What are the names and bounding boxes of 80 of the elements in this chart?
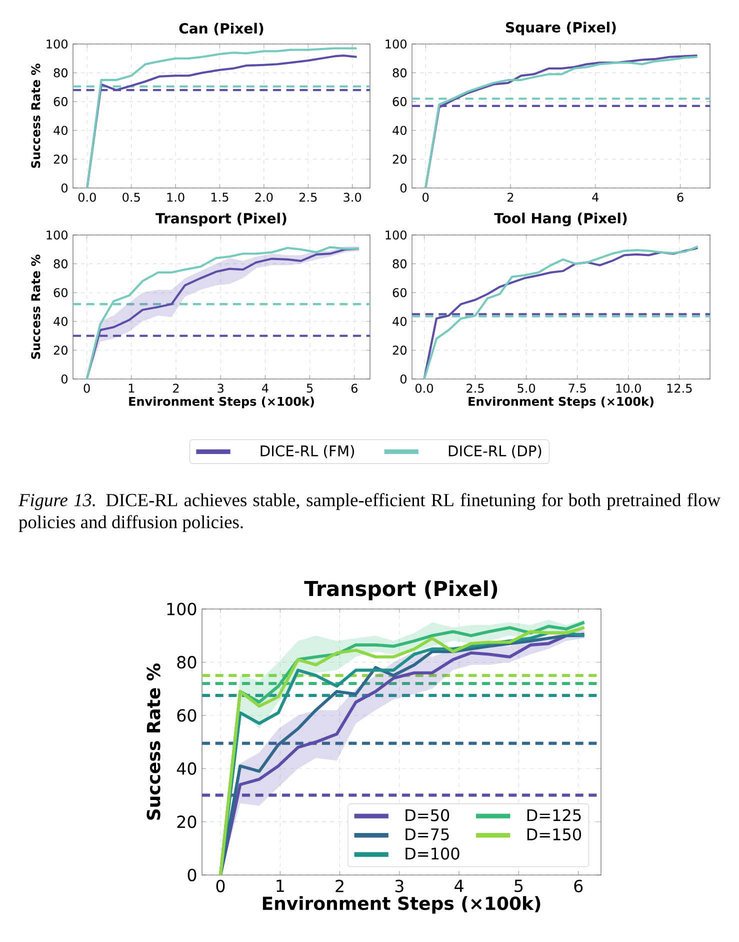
- x-tick-label: 1.5: [212, 192, 228, 202]
- x-tick-label: 2.5: [299, 192, 317, 202]
- y-tick-label: 0: [61, 183, 68, 193]
- y-tick-label: 60: [54, 288, 68, 298]
- y-tick-label: 80: [54, 259, 68, 268]
- x-tick-label: 0: [84, 384, 90, 393]
- y-tick-label: 60: [54, 97, 68, 106]
- chart-title: Square (Pixel): [506, 22, 616, 36]
- x-tick-label: 0: [216, 880, 225, 892]
- x-tick-label: 7.5: [568, 384, 586, 393]
- x-tick-label: 6: [574, 880, 583, 892]
- x-tick-label: 2: [508, 192, 514, 202]
- x-tick-label: 3: [395, 880, 404, 892]
- x-tick-label: 4: [454, 880, 464, 892]
- y-tick-label: 80: [177, 656, 196, 669]
- y-tick-label: 40: [54, 126, 68, 135]
- chart-title: Can (Pixel): [179, 22, 264, 36]
- y-tick-label: 20: [392, 346, 406, 355]
- x-tick-label: 3: [218, 384, 224, 393]
- x-tick-label: 0.0: [416, 384, 433, 393]
- y-tick-label: 40: [392, 126, 406, 135]
- chart-title: Tool Hang (Pixel): [494, 212, 627, 226]
- x-tick-label: 4: [262, 384, 268, 392]
- x-tick-label: 6: [351, 384, 358, 393]
- x-tick-label: 5: [514, 880, 523, 892]
- legend-label: D=50: [406, 809, 450, 822]
- y-tick-label: 80: [392, 68, 406, 78]
- legend-label: DICE-RL (DP): [448, 445, 542, 458]
- y-axis-title: Success Rate %: [146, 664, 160, 820]
- x-tick-label: 3.0: [344, 192, 362, 202]
- y-tick-label: 20: [177, 815, 196, 828]
- y-tick-label: 0: [188, 868, 196, 882]
- x-tick-label: 6: [677, 192, 684, 202]
- y-tick-label: 20: [392, 154, 406, 164]
- y-tick-label: 40: [176, 762, 196, 775]
- legend-label: DICE-RL (FM): [260, 445, 354, 458]
- x-tick-label: 12.5: [667, 384, 692, 393]
- y-tick-label: 100: [167, 602, 196, 616]
- y-tick-label: 0: [400, 183, 406, 193]
- x-tick-label: 0: [422, 192, 429, 202]
- y-tick-label: 100: [386, 230, 406, 240]
- x-tick-label: 5.0: [518, 384, 536, 393]
- x-tick-label: 2: [336, 880, 344, 892]
- x-tick-label: 1: [128, 384, 134, 392]
- x-axis-title: Environment Steps (×100k): [262, 896, 540, 914]
- y-tick-label: 20: [54, 346, 68, 355]
- y-tick-label: 0: [400, 374, 406, 384]
- legend-label: D=100: [406, 848, 460, 860]
- y-tick-label: 60: [392, 97, 406, 106]
- x-tick-label: 2: [173, 384, 179, 393]
- y-tick-label: 100: [46, 230, 68, 240]
- x-tick-label: 0.0: [78, 192, 96, 202]
- y-axis-title: Success Rate %: [31, 254, 40, 359]
- y-tick-label: 80: [54, 68, 68, 78]
- x-tick-label: 2.0: [255, 192, 273, 202]
- y-tick-label: 100: [386, 39, 406, 49]
- chart-title: Transport (Pixel): [304, 580, 498, 600]
- x-axis-title: Environment Steps (×100k): [129, 396, 314, 408]
- y-tick-label: 100: [46, 39, 68, 49]
- x-tick-label: 5: [306, 384, 313, 393]
- legend-label: D=125: [527, 809, 581, 822]
- chart-title: Transport (Pixel): [156, 212, 286, 226]
- x-tick-label: 4: [592, 192, 599, 202]
- text: Figure 13. DICE-RL achieves stable, sample-efficient RL finetuning for both pretrained flow policies and diffusion policies.: [18, 493, 720, 532]
- y-tick-label: 60: [392, 288, 406, 298]
- y-tick-label: 80: [392, 259, 406, 268]
- y-tick-label: 40: [54, 316, 68, 326]
- y-tick-label: 20: [54, 154, 68, 164]
- x-tick-label: 2.5: [466, 384, 484, 393]
- y-tick-label: 60: [177, 709, 196, 722]
- y-axis-title: Success Rate %: [31, 64, 40, 168]
- y-tick-label: 0: [61, 374, 68, 384]
- x-tick-label: 1: [276, 880, 284, 892]
- x-tick-label: 10.0: [616, 384, 641, 393]
- x-tick-label: 1.0: [167, 192, 184, 202]
- x-axis-title: Environment Steps (×100k): [468, 396, 654, 408]
- y-tick-label: 40: [392, 316, 406, 326]
- legend-label: D=75: [406, 828, 449, 840]
- legend-label: D=150: [527, 828, 582, 840]
- x-tick-label: 0.5: [122, 192, 140, 202]
